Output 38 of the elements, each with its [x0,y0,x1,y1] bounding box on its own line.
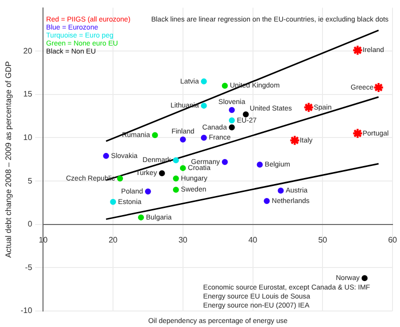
point [172,175,179,182]
point [200,102,207,109]
point [172,186,179,193]
y-tick-label: 0 [28,220,33,229]
point [117,175,124,182]
point [138,214,144,220]
y-tick-label: 5 [28,176,33,186]
point [180,136,186,142]
x-tick-label: 50 [318,235,328,244]
point [222,82,228,89]
point [242,111,249,118]
point [152,132,158,138]
point [228,124,235,130]
x-tick-label: 20 [108,235,118,244]
y-tick-label: 20 [23,46,33,56]
point [180,165,186,172]
y-tick-label: 15 [23,90,33,99]
point [103,152,110,159]
point [228,117,235,124]
point [144,188,151,194]
x-tick-label: 60 [388,235,398,244]
x-tick-label: 40 [248,235,258,244]
y-tick-label: -10 [20,306,33,316]
point [200,78,207,84]
x-tick-label: 30 [178,235,188,244]
point [362,275,368,282]
y-tick-label: -5 [25,262,33,272]
point [200,134,207,141]
point [278,188,284,194]
point [256,162,263,168]
point [110,198,116,205]
point [228,107,235,114]
y-axis-title: Actual debt change 2008 – 2009 as percentage of GDP [4,61,14,258]
point [264,198,270,204]
point [158,170,165,176]
point [222,159,228,165]
y-tick-label: 10 [23,132,33,142]
point [172,157,179,164]
